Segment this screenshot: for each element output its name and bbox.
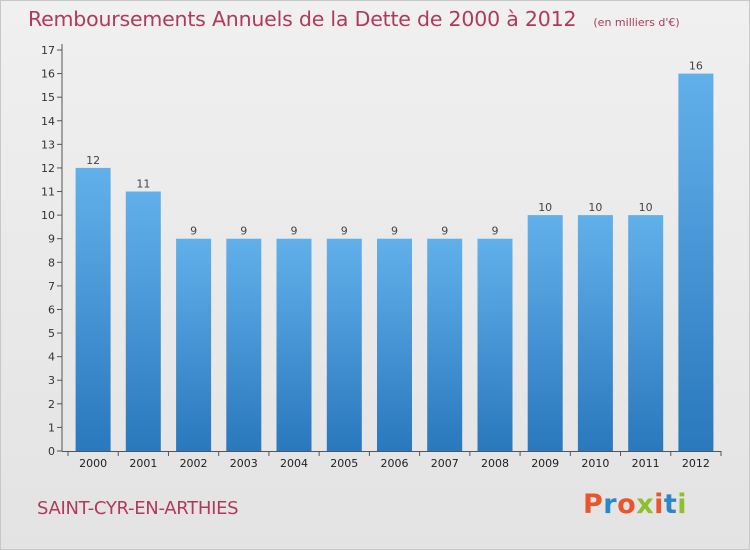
value-label: 9 (491, 225, 498, 238)
y-tick-label: 11 (41, 186, 55, 199)
chart-title: Remboursements Annuels de la Dette de 20… (28, 7, 577, 31)
value-labels: 12 11 9 9 9 9 9 9 9 10 10 10 16 (86, 60, 703, 238)
x-tick-label: 2012 (682, 457, 710, 470)
bar-2000 (75, 167, 111, 451)
bar-2009 (527, 215, 563, 451)
x-tick-label: 2001 (129, 457, 157, 470)
proxiti-logo[interactable]: Proxiti (583, 489, 687, 520)
x-tick-label: 2003 (230, 457, 258, 470)
x-tick-label: 2011 (632, 457, 660, 470)
logo-letter: i (677, 489, 688, 520)
y-tick-label: 14 (41, 115, 55, 128)
x-tick-label: 2010 (581, 457, 609, 470)
value-label: 9 (291, 225, 298, 238)
bar-2002 (176, 238, 212, 451)
y-tick-label: 2 (48, 398, 55, 411)
x-tick-label: 2002 (180, 457, 208, 470)
bar-2010 (577, 215, 613, 451)
value-label: 9 (391, 225, 398, 238)
value-label: 9 (190, 225, 197, 238)
bar-2012 (678, 73, 714, 451)
logo-letter: r (603, 489, 618, 520)
value-label: 10 (639, 201, 653, 214)
y-tick-label: 7 (48, 280, 55, 293)
x-tick-label: 2007 (431, 457, 459, 470)
value-label: 9 (240, 225, 247, 238)
x-tick-label: 2008 (481, 457, 509, 470)
bar-2007 (427, 238, 463, 451)
y-tick-label: 9 (48, 233, 55, 246)
logo-letter: i (654, 489, 664, 520)
y-tick-label: 8 (48, 256, 55, 269)
y-tick-label: 12 (41, 162, 55, 175)
x-tick-label: 2006 (381, 457, 409, 470)
logo-letter: t (663, 489, 678, 520)
bar-2001 (125, 191, 161, 451)
bar-2008 (477, 238, 513, 451)
commune-name: SAINT-CYR-EN-ARTHIES (37, 498, 239, 519)
value-label: 11 (136, 178, 150, 191)
y-tick-label: 3 (48, 374, 55, 387)
bar-2003 (226, 238, 262, 451)
value-label: 9 (341, 225, 348, 238)
value-label: 12 (86, 154, 100, 167)
y-tick-label: 15 (41, 91, 55, 104)
chart-header: Remboursements Annuels de la Dette de 20… (28, 7, 680, 31)
logo-letter: x (636, 489, 655, 520)
value-label: 10 (538, 201, 552, 214)
unit-note: (en milliers d'€) (593, 16, 680, 29)
y-tick-label: 0 (48, 445, 55, 458)
y-tick-label: 16 (41, 68, 55, 81)
x-tick-label: 2009 (531, 457, 559, 470)
bar-2004 (276, 238, 312, 451)
bars (75, 73, 714, 451)
y-tick-label: 6 (48, 303, 55, 316)
y-tick-label: 10 (41, 209, 55, 222)
value-label: 10 (588, 201, 602, 214)
y-tick-label: 1 (48, 421, 55, 434)
y-tick-label: 4 (48, 351, 55, 364)
bar-2006 (377, 238, 412, 451)
x-tick-label: 2000 (79, 457, 107, 470)
x-tick-label: 2004 (280, 457, 308, 470)
logo-letter: P (583, 489, 604, 520)
y-tick-label: 13 (41, 138, 55, 151)
value-label: 9 (441, 225, 448, 238)
bar-2011 (628, 215, 664, 451)
logo-letter: o (617, 489, 637, 520)
x-tick-label: 2005 (330, 457, 358, 470)
y-tick-label: 17 (41, 44, 55, 57)
value-label: 16 (689, 60, 703, 73)
bar-2005 (326, 238, 362, 451)
y-tick-label: 5 (48, 327, 55, 340)
